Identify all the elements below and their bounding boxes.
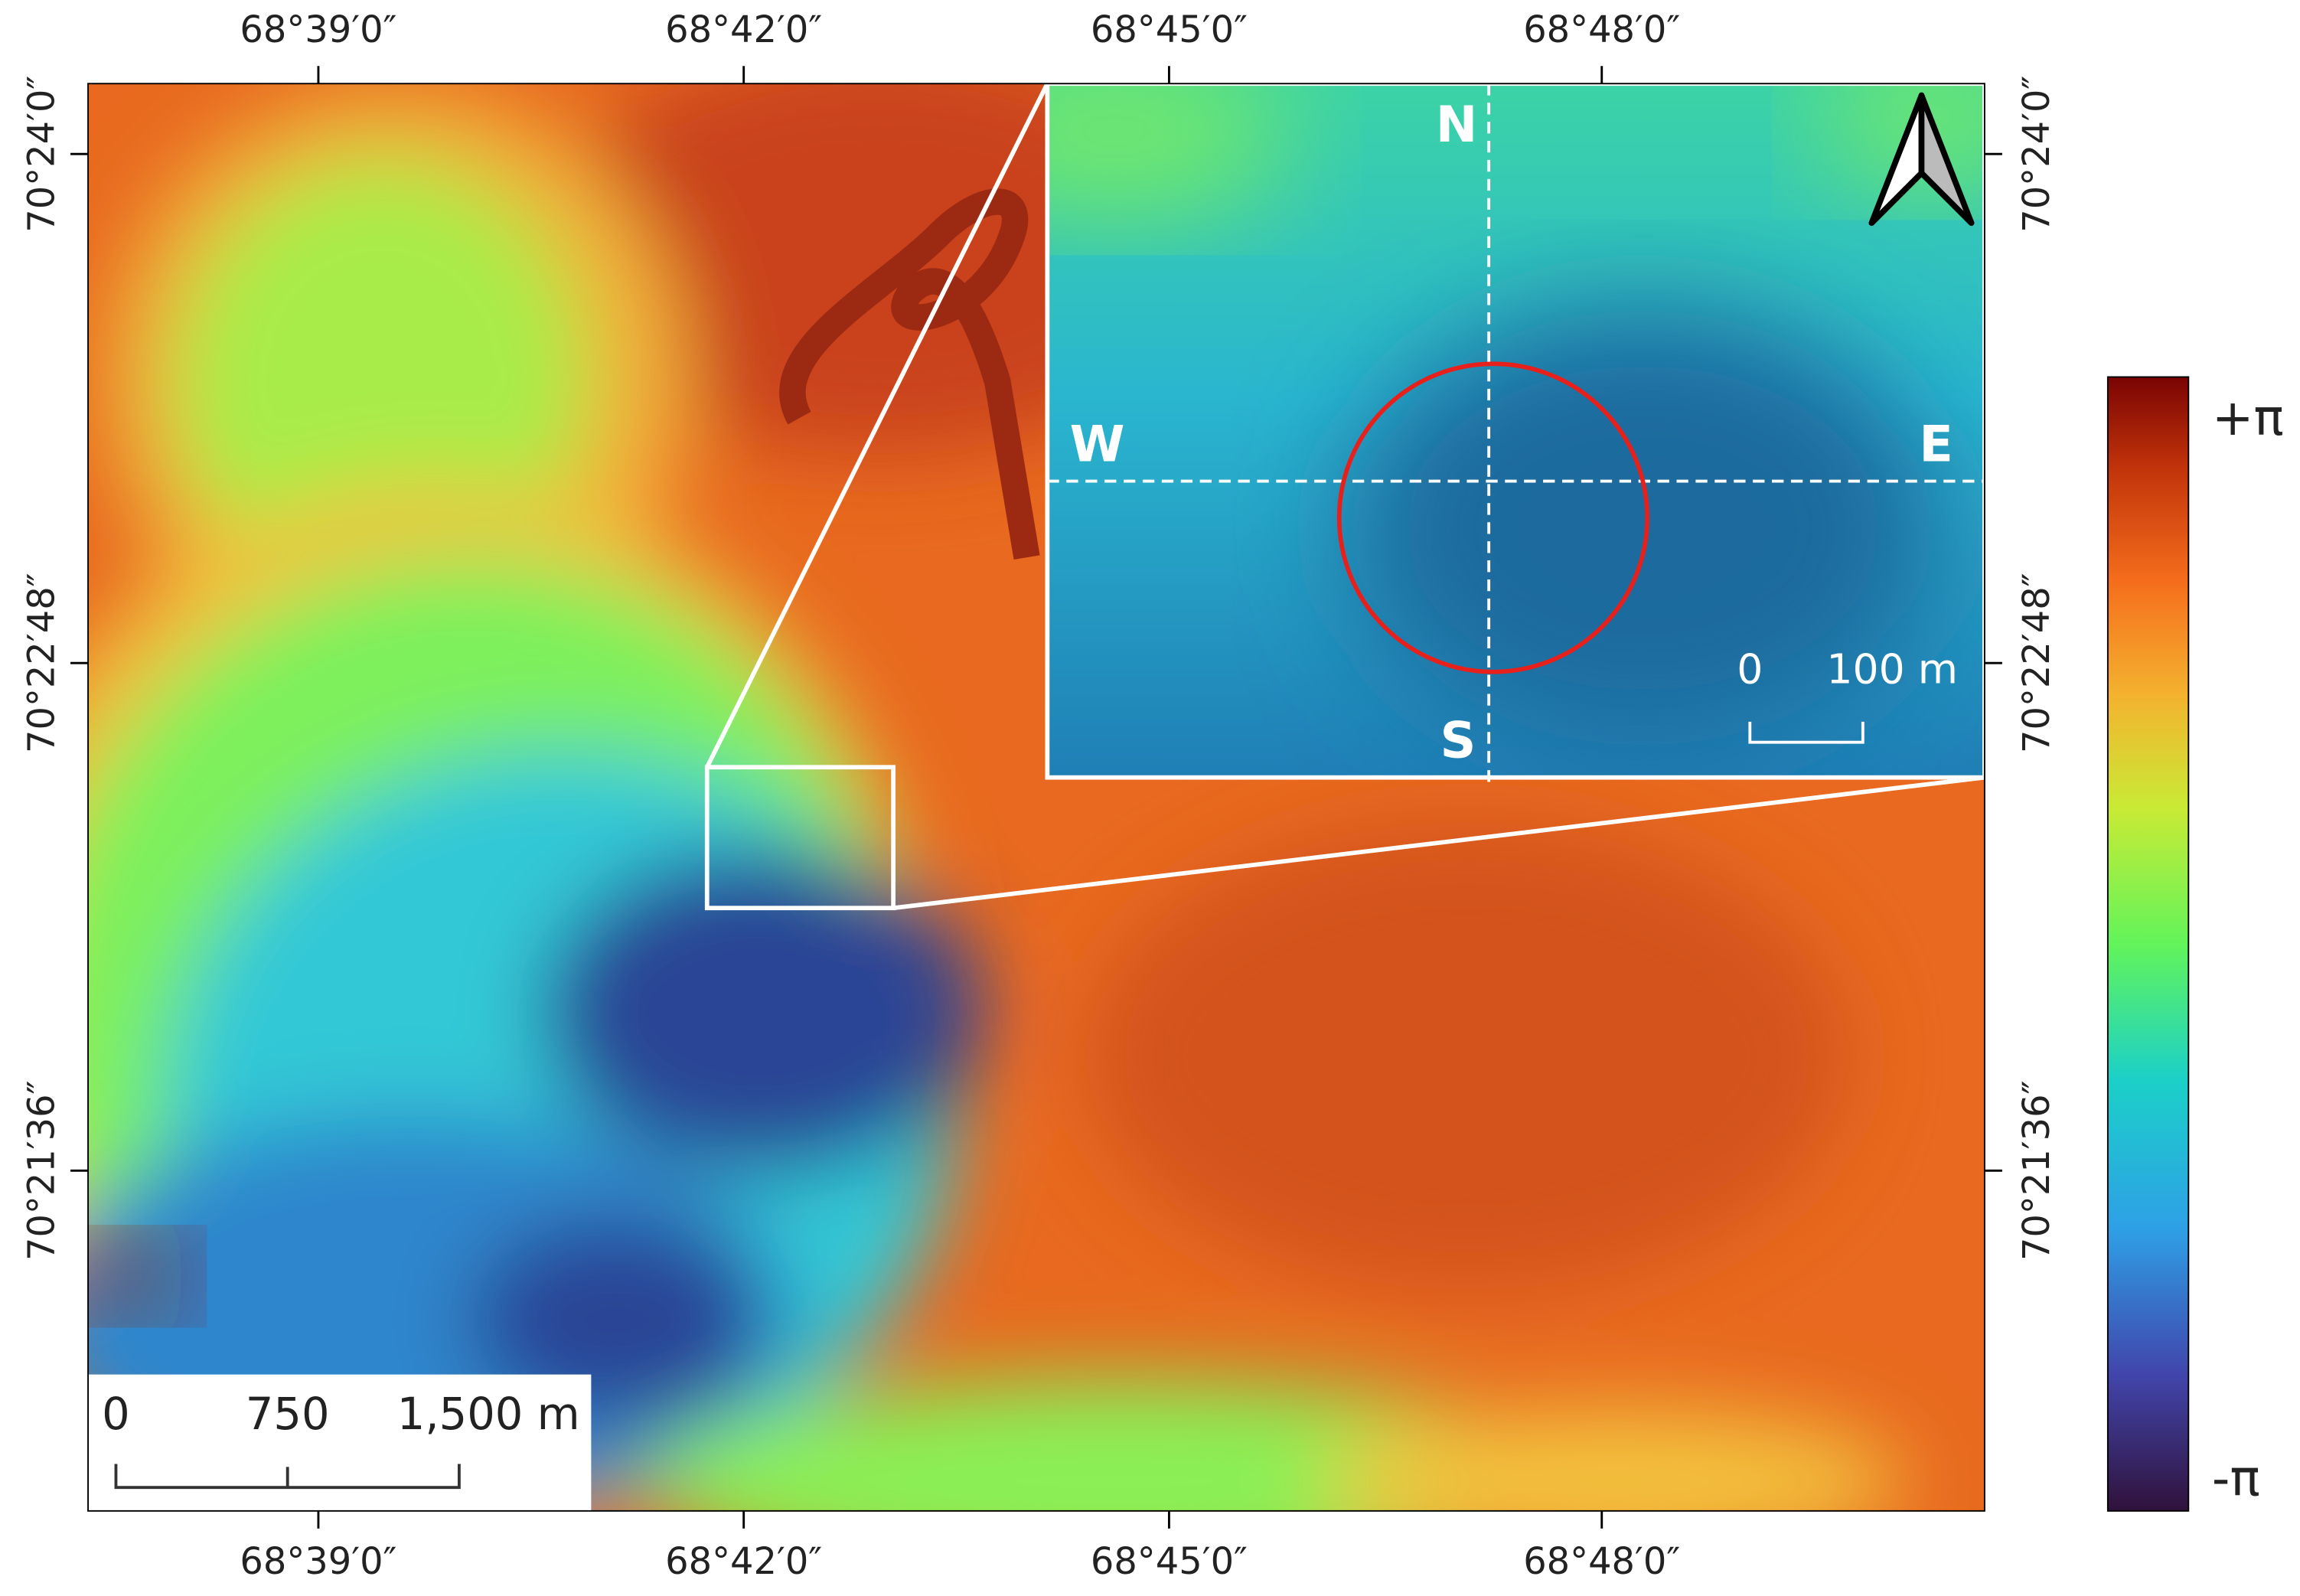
longitude-label: 68°39′0″ [240,9,396,51]
west-label: W [1070,416,1125,474]
scale-bar [114,1464,461,1490]
colorbar-min-label: -π [2212,1451,2260,1508]
longitude-label: 68°39′0″ [240,1541,396,1583]
colorbar-max-label: +π [2212,390,2284,447]
longitude-label: 68°45′0″ [1091,9,1248,51]
latitude-label: 70°24′0″ [21,76,64,233]
longitude-label: 68°45′0″ [1091,1541,1248,1583]
south-label: S [1440,713,1476,770]
inset-scale-bar [1748,721,1864,744]
zoom-box [704,765,896,911]
north-arrow [1868,92,1975,227]
latitude-label: 70°21′36″ [21,1080,64,1261]
coordinate-labels: 68°39′0″ 68°39′0″ 68°42′0″ 68°42′0″ 68°45′0″… [21,9,2058,1583]
scale-label: 750 [246,1389,330,1440]
longitude-label: 68°42′0″ [665,1541,822,1583]
colorbar [2106,376,2190,1512]
north-label: N [1436,96,1478,154]
inset-scale-label: 100 m [1826,645,1958,693]
map-frame [87,83,1985,1512]
scale-label: 1,500 m [397,1389,580,1440]
latitude-label: 70°24′0″ [2016,76,2058,233]
longitude-label: 68°42′0″ [665,9,822,51]
latitude-label: 70°22′48″ [21,573,64,753]
longitude-label: 68°48′0″ [1523,9,1680,51]
target-circle [1336,361,1650,674]
zoom-connector [705,82,1049,769]
east-label: E [1919,416,1953,474]
longitude-label: 68°48′0″ [1523,1541,1680,1583]
latitude-label: 70°22′48″ [2016,573,2058,753]
latitude-label: 70°21′36″ [2016,1080,2058,1261]
inset-scale-label: 0 [1737,645,1763,693]
zoom-connector [892,775,1985,911]
inset-raster [1047,83,1985,778]
scale-label: 0 [102,1389,130,1440]
